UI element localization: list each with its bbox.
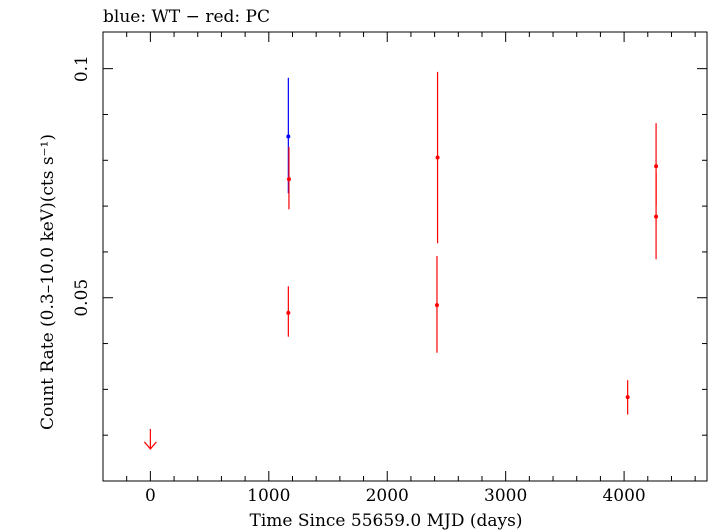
y-axis-label: Count Rate (0.3–10.0 keV)(cts s⁻¹): [38, 134, 58, 430]
pc-upper-limit-arrowhead: [143, 441, 157, 450]
chart-title: blue: WT − red: PC: [103, 7, 270, 27]
pc-data-point: [435, 155, 440, 160]
y-axis-ticks: 0.05 0.1: [72, 55, 707, 436]
y-tick-label: 0.1: [72, 55, 92, 82]
pc-data-point: [625, 395, 630, 400]
pc-data-point: [654, 164, 659, 169]
pc-data-point: [434, 303, 439, 308]
pc-data-point: [286, 177, 291, 182]
pc-data-point: [654, 214, 659, 219]
x-tick-label: 3000: [484, 486, 527, 506]
y-tick-label: 0.05: [72, 279, 92, 317]
x-tick-label: 0: [145, 486, 156, 506]
pc-data-point: [286, 310, 291, 315]
x-tick-label: 4000: [602, 486, 645, 506]
wt-data-point: [286, 134, 291, 139]
x-axis-ticks: 0 1000 2000 3000 4000: [102, 32, 696, 506]
x-axis-label: Time Since 55659.0 MJD (days): [250, 511, 523, 531]
data-points: [143, 71, 659, 450]
x-tick-label: 2000: [366, 486, 409, 506]
plot-frame: [102, 31, 708, 482]
x-tick-label: 1000: [247, 486, 290, 506]
